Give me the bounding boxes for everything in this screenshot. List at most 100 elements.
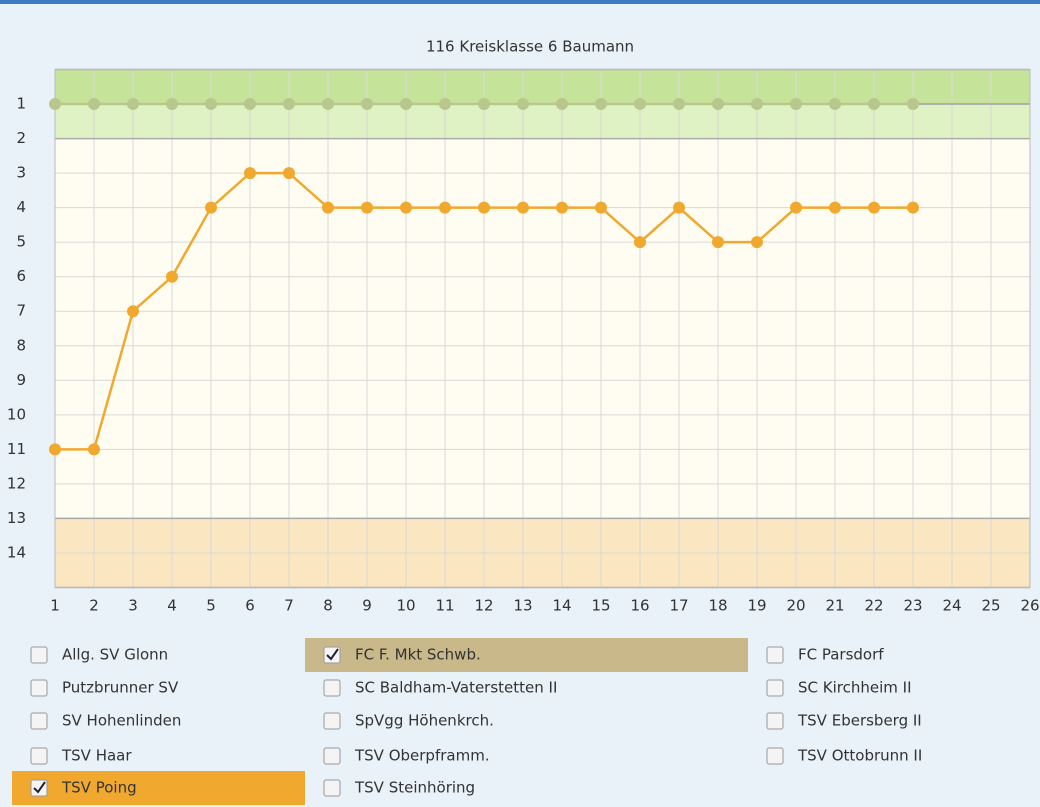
x-tick-label: 9 <box>362 597 372 615</box>
plot-frame <box>54 69 1031 588</box>
point <box>712 236 724 249</box>
point <box>400 98 412 111</box>
team-label[interactable]: TSV Oberpframm. <box>354 747 490 765</box>
point <box>49 98 61 111</box>
checkbox[interactable] <box>766 679 784 697</box>
y-tick-label: 13 <box>7 509 26 527</box>
point <box>907 98 919 111</box>
team-label[interactable]: TSV Ebersberg II <box>797 712 922 730</box>
team-label[interactable]: FC Parsdorf <box>798 646 884 664</box>
top-bar <box>0 0 1040 4</box>
x-tick-label: 26 <box>1020 597 1039 615</box>
point <box>517 201 529 214</box>
point <box>478 201 490 214</box>
point <box>673 201 685 214</box>
x-tick-label: 1 <box>50 597 60 615</box>
team-label[interactable]: SC Baldham-Vaterstetten II <box>355 679 557 697</box>
checkbox[interactable] <box>323 747 341 765</box>
checkbox[interactable] <box>323 679 341 697</box>
point <box>127 305 139 318</box>
team-label[interactable]: Allg. SV Glonn <box>62 646 168 664</box>
x-tick-label: 17 <box>669 597 688 615</box>
team-label[interactable]: SV Hohenlinden <box>62 712 181 730</box>
x-tick-label: 10 <box>396 597 415 615</box>
checkbox[interactable] <box>30 747 48 765</box>
team-label[interactable]: TSV Ottobrunn II <box>797 747 922 765</box>
point <box>88 98 100 111</box>
team-label[interactable]: TSV Poing <box>61 779 137 797</box>
checkbox[interactable] <box>323 712 341 730</box>
x-tick-label: 25 <box>981 597 1000 615</box>
checkbox[interactable] <box>766 712 784 730</box>
x-tick-label: 3 <box>128 597 138 615</box>
x-tick-label: 24 <box>942 597 961 615</box>
x-tick-label: 11 <box>435 597 454 615</box>
team-label[interactable]: FC F. Mkt Schwb. <box>355 646 481 664</box>
highlight <box>12 771 305 805</box>
x-tick-label: 19 <box>747 597 766 615</box>
point <box>790 98 802 111</box>
point <box>751 98 763 111</box>
checkbox[interactable] <box>766 747 784 765</box>
point <box>361 98 373 111</box>
point <box>556 98 568 111</box>
point <box>439 201 451 214</box>
point <box>244 98 256 111</box>
y-tick-label: 8 <box>16 336 26 354</box>
point <box>322 98 334 111</box>
x-tick-label: 7 <box>284 597 294 615</box>
y-tick-label: 5 <box>16 233 26 251</box>
x-tick-label: 12 <box>474 597 493 615</box>
point <box>790 201 802 214</box>
point <box>868 201 880 214</box>
point <box>205 201 217 214</box>
point <box>907 201 919 214</box>
point <box>868 98 880 111</box>
checkbox[interactable] <box>766 646 784 664</box>
point <box>439 98 451 111</box>
x-tick-label: 2 <box>89 597 99 615</box>
checkbox[interactable] <box>30 712 48 730</box>
band <box>55 104 1030 139</box>
x-tick-label: 13 <box>513 597 532 615</box>
x-tick-label: 23 <box>903 597 922 615</box>
team-label[interactable]: TSV Steinhöring <box>354 779 475 797</box>
team-label[interactable]: TSV Haar <box>61 747 132 765</box>
checkbox[interactable] <box>30 646 48 664</box>
point <box>88 443 100 456</box>
x-tick-label: 4 <box>167 597 177 615</box>
y-tick-label: 2 <box>16 129 26 147</box>
checkmark <box>326 648 339 661</box>
y-tick-label: 1 <box>16 95 26 113</box>
point <box>712 98 724 111</box>
point <box>829 201 841 214</box>
x-tick-label: 6 <box>245 597 255 615</box>
point <box>595 98 607 111</box>
point <box>634 236 646 249</box>
team-label[interactable]: SC Kirchheim II <box>798 679 912 697</box>
team-label[interactable]: Putzbrunner SV <box>62 679 179 697</box>
point <box>517 98 529 111</box>
point <box>478 98 490 111</box>
point <box>361 201 373 214</box>
plot-area <box>55 69 1030 588</box>
point <box>127 98 139 111</box>
point <box>829 98 841 111</box>
point <box>49 443 61 456</box>
checkbox[interactable] <box>30 679 48 697</box>
y-tick-label: 9 <box>16 371 26 389</box>
point <box>673 98 685 111</box>
point <box>205 98 217 111</box>
point <box>595 201 607 214</box>
checkbox[interactable] <box>323 779 341 797</box>
point <box>166 270 178 283</box>
x-tick-label: 8 <box>323 597 333 615</box>
x-tick-label: 21 <box>825 597 844 615</box>
team-label[interactable]: SpVgg Höhenkrch. <box>355 712 494 730</box>
point <box>556 201 568 214</box>
y-tick-label: 3 <box>16 164 26 182</box>
y-tick-label: 14 <box>7 543 26 561</box>
y-tick-label: 10 <box>7 405 26 423</box>
x-tick-label: 20 <box>786 597 805 615</box>
